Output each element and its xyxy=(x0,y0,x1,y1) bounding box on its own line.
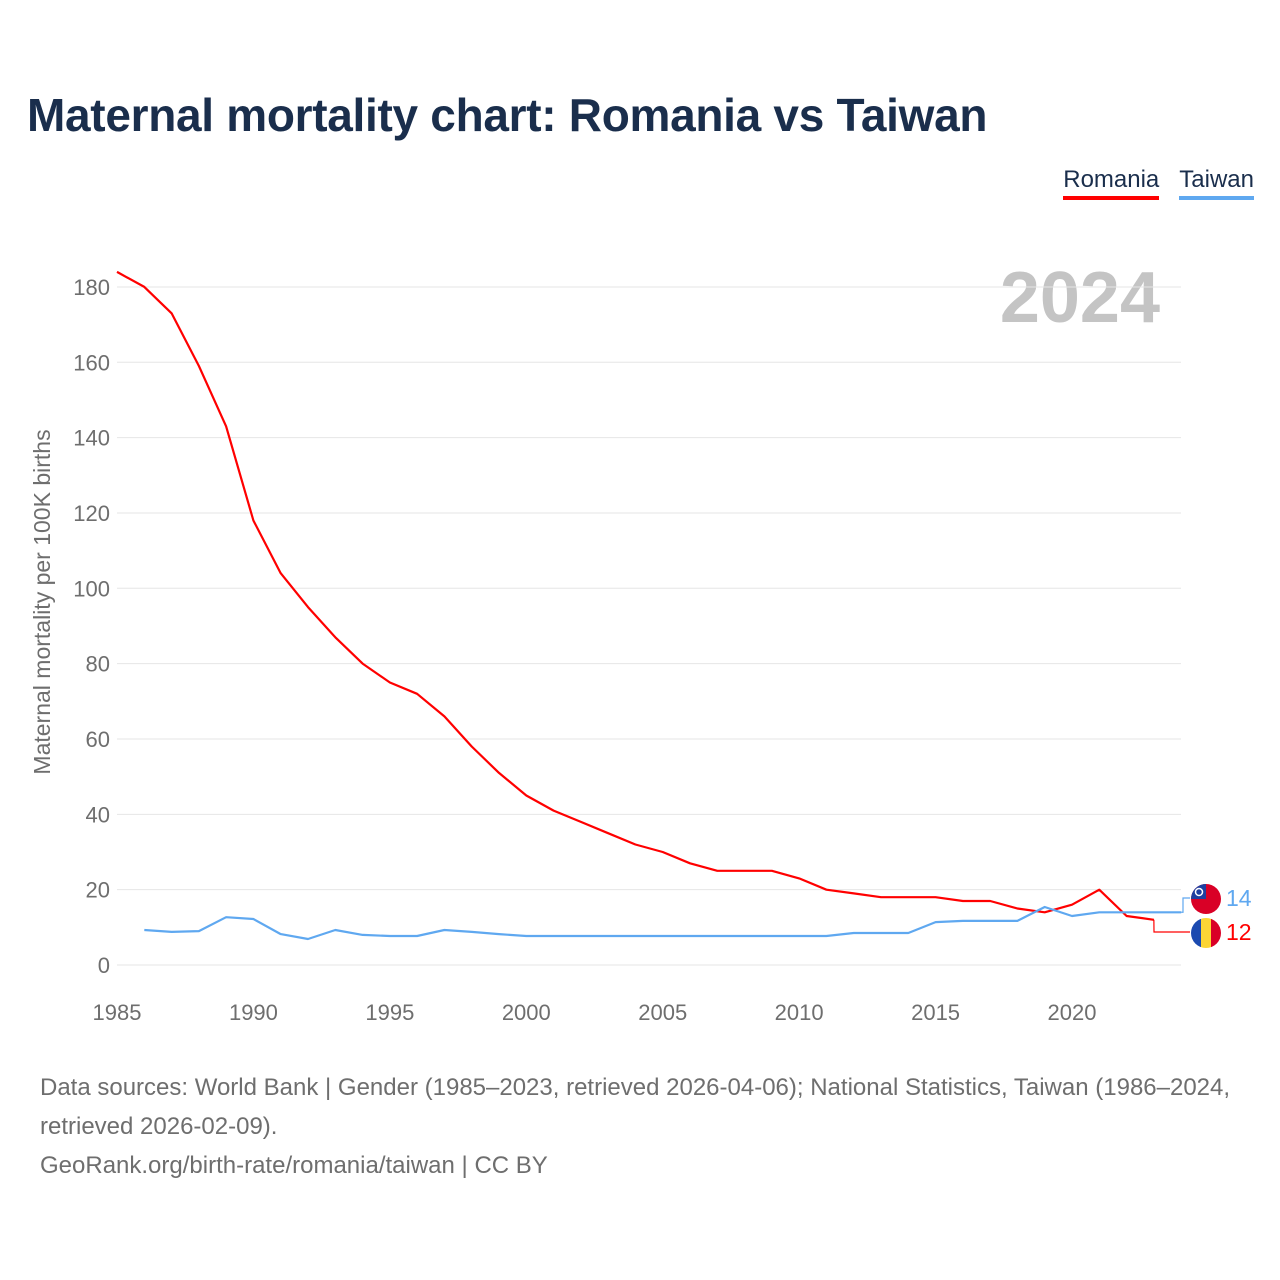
x-tick-label: 1990 xyxy=(229,1000,278,1025)
source-line-1: Data sources: World Bank | Gender (1985–… xyxy=(40,1074,1231,1140)
x-tick-label: 2010 xyxy=(775,1000,824,1025)
year-watermark: 2024 xyxy=(1000,258,1160,338)
y-tick-label: 100 xyxy=(73,576,110,601)
source-note: Data sources: World Bank | Gender (1985–… xyxy=(40,1068,1240,1185)
taiwan-connector xyxy=(1181,897,1190,913)
x-tick-label: 1985 xyxy=(93,1000,142,1025)
y-tick-label: 140 xyxy=(73,426,110,451)
x-tick-label: 2020 xyxy=(1048,1000,1097,1025)
series-line-taiwan[interactable] xyxy=(144,905,1182,941)
y-tick-label: 60 xyxy=(86,727,110,752)
y-tick-label: 20 xyxy=(86,878,110,903)
series-line-romania[interactable] xyxy=(116,270,1155,921)
y-axis-label: Maternal mortality per 100K births xyxy=(29,429,55,774)
chart-title: Maternal mortality chart: Romania vs Tai… xyxy=(27,89,988,141)
romania-end-label: 12 xyxy=(1226,919,1252,945)
y-tick-label: 80 xyxy=(86,652,110,677)
y-tick-label: 0 xyxy=(98,953,110,978)
y-tick-label: 40 xyxy=(86,802,110,827)
romania-connector xyxy=(1153,919,1190,933)
y-tick-label: 160 xyxy=(73,350,110,375)
legend: Romania Taiwan xyxy=(1063,166,1254,200)
taiwan-flag-icon xyxy=(1191,884,1221,914)
y-tick-label: 180 xyxy=(73,275,110,300)
taiwan-end-label: 14 xyxy=(1226,885,1252,911)
legend-taiwan[interactable]: Taiwan xyxy=(1179,166,1254,200)
y-tick-label: 120 xyxy=(73,501,110,526)
x-tick-label: 2005 xyxy=(638,1000,687,1025)
x-tick-label: 1995 xyxy=(365,1000,414,1025)
x-tick-label: 2015 xyxy=(911,1000,960,1025)
legend-romania[interactable]: Romania xyxy=(1063,166,1160,200)
romania-flag-icon xyxy=(1191,918,1221,948)
source-line-2[interactable]: GeoRank.org/birth-rate/romania/taiwan | … xyxy=(40,1152,548,1179)
x-tick-label: 2000 xyxy=(502,1000,551,1025)
